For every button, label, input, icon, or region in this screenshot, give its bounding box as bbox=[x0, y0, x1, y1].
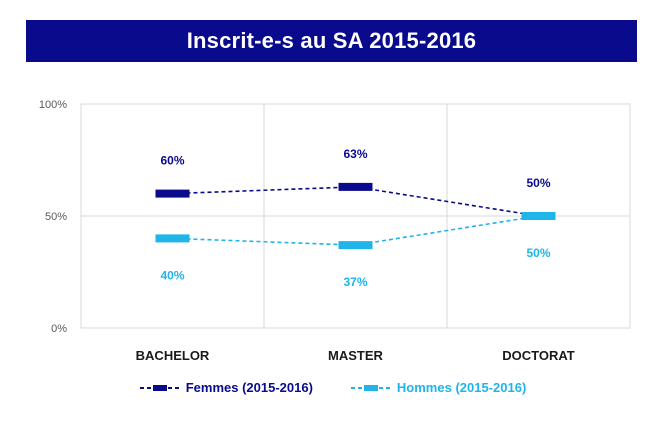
series-line-femmes bbox=[172, 186, 539, 217]
y-tick-label: 0% bbox=[51, 323, 67, 335]
chart-title: Inscrit-e-s au SA 2015-2016 bbox=[186, 28, 477, 53]
data-label-femmes: 63% bbox=[343, 147, 367, 161]
data-label-hommes: 37% bbox=[343, 275, 367, 289]
x-tick-label: MASTER bbox=[328, 348, 384, 363]
legend-item-hommes: Hommes (2015-2016) bbox=[349, 380, 526, 395]
data-label-femmes: 60% bbox=[160, 154, 184, 168]
y-tick-label: 100% bbox=[39, 99, 67, 111]
chart-title-bar: Inscrit-e-s au SA 2015-2016 bbox=[26, 20, 637, 62]
data-point-femmes bbox=[338, 182, 373, 191]
data-label-femmes: 50% bbox=[526, 176, 550, 190]
chart-legend: Femmes (2015-2016) Hommes (2015-2016) bbox=[0, 380, 664, 395]
data-point-hommes bbox=[155, 234, 190, 243]
legend-label-femmes: Femmes (2015-2016) bbox=[185, 380, 313, 395]
data-label-hommes: 40% bbox=[160, 268, 184, 282]
legend-swatch-hommes bbox=[350, 384, 391, 391]
x-tick-label: BACHELOR bbox=[136, 348, 210, 363]
series-line-hommes bbox=[172, 215, 539, 246]
data-point-femmes bbox=[155, 189, 190, 198]
legend-swatch-femmes bbox=[139, 384, 180, 391]
data-point-hommes bbox=[338, 241, 373, 250]
x-tick-label: DOCTORAT bbox=[502, 348, 575, 363]
legend-item-femmes: Femmes (2015-2016) bbox=[138, 380, 313, 395]
y-tick-label: 50% bbox=[45, 211, 67, 223]
data-label-hommes: 50% bbox=[526, 246, 550, 260]
data-point-hommes bbox=[521, 212, 556, 220]
legend-label-hommes: Hommes (2015-2016) bbox=[396, 380, 527, 395]
